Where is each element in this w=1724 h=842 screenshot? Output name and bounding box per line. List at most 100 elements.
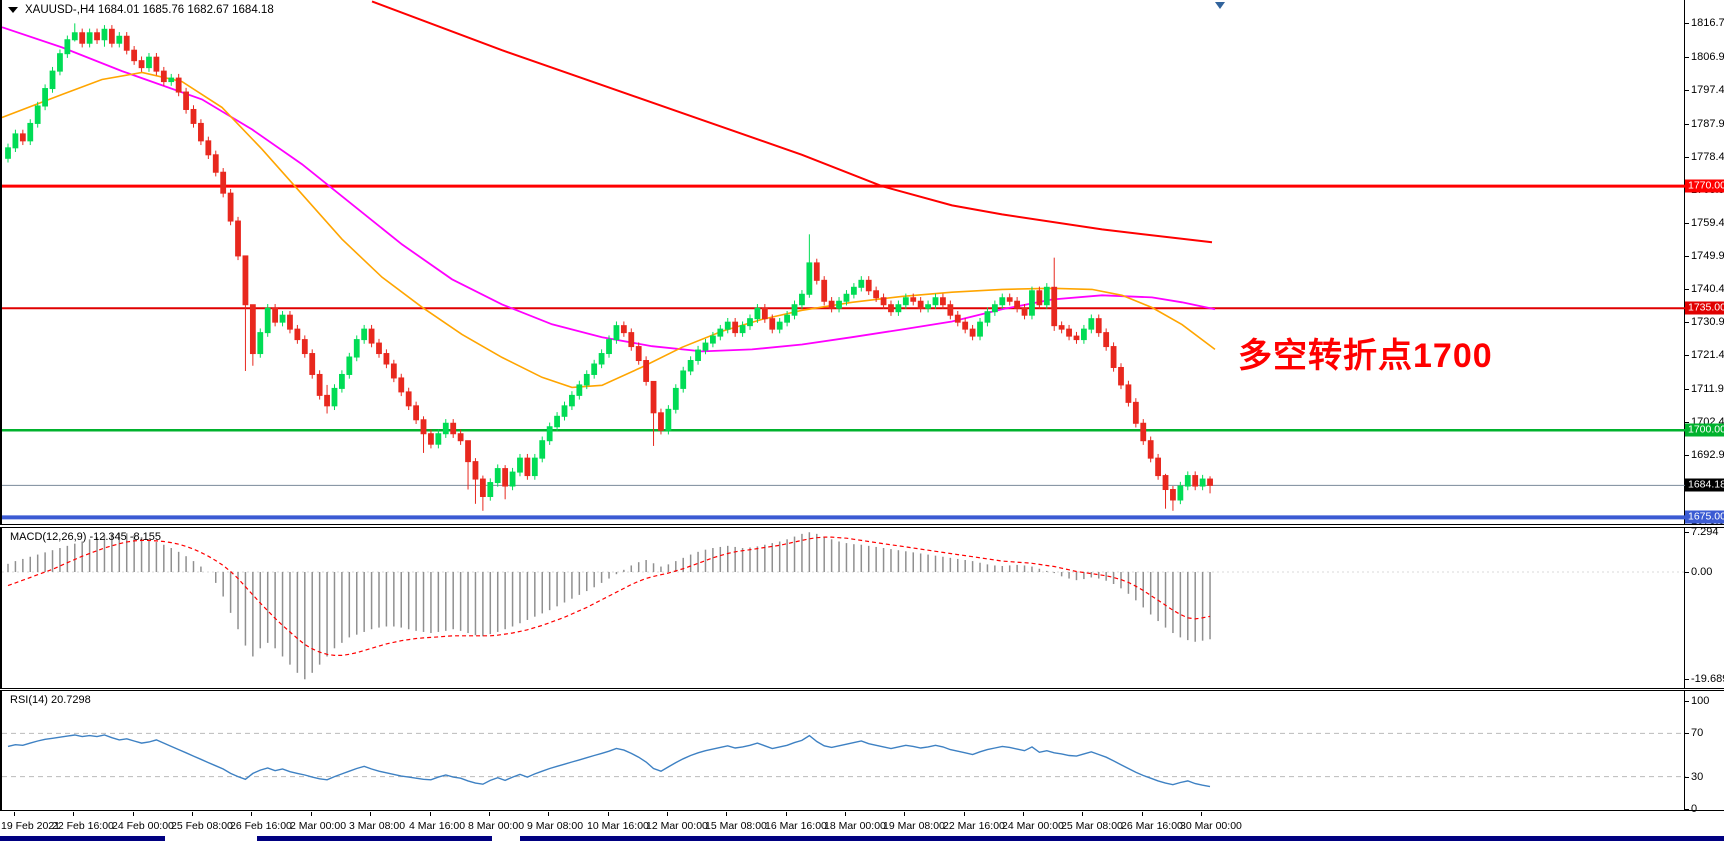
candle-body	[865, 279, 872, 292]
macd-tick	[1684, 572, 1689, 573]
main-plot-area[interactable]: XAUUSD-,H4 1684.01 1685.76 1682.67 1684.…	[0, 0, 1686, 524]
price-tick	[1684, 157, 1689, 158]
candle-body	[739, 325, 746, 334]
rsi-plot-area[interactable]: RSI(14) 20.7298	[0, 691, 1686, 810]
time-tick	[133, 812, 134, 816]
candle-body	[442, 422, 449, 435]
time-label: 24 Mar 00:00	[1002, 820, 1064, 832]
candle-body	[984, 311, 991, 323]
price-tick-label: 1740.45	[1691, 283, 1724, 295]
candle-body	[49, 70, 56, 90]
price-tick	[1684, 289, 1689, 290]
main-chart-panel: XAUUSD-,H4 1684.01 1685.76 1682.67 1684.…	[0, 0, 1724, 527]
price-tick	[1684, 355, 1689, 356]
candle-body	[672, 387, 679, 410]
price-tick-label: 1787.95	[1691, 118, 1724, 130]
candle-body	[658, 412, 664, 431]
rsi-chart[interactable]	[2, 691, 1686, 810]
candle-body	[1199, 478, 1206, 487]
time-tick	[1201, 812, 1202, 816]
ohlc-dropdown-icon[interactable]	[8, 7, 18, 13]
tab-strip-segment[interactable]	[257, 836, 492, 841]
candle-body	[353, 339, 360, 358]
candle-body	[198, 122, 204, 142]
time-tick	[370, 812, 371, 816]
time-tick	[430, 812, 431, 816]
candle-body	[836, 300, 842, 309]
candle-body	[339, 373, 345, 389]
chart-shift-marker-icon[interactable]	[1215, 2, 1225, 9]
price-tick	[1684, 256, 1689, 257]
candle-body	[287, 314, 293, 330]
candle-body	[435, 433, 442, 445]
rsi-line	[7, 734, 1211, 788]
candle-body	[168, 77, 175, 83]
price-tick	[1684, 322, 1689, 323]
candle-body	[205, 140, 212, 156]
candle-body	[71, 32, 78, 41]
candle-body	[249, 304, 256, 355]
rsi-tick	[1684, 701, 1689, 702]
candle-body	[628, 332, 635, 348]
candle-body	[316, 373, 323, 396]
macd-tick	[1684, 679, 1689, 680]
price-tick-label: 1797.45	[1691, 84, 1724, 96]
candle-body	[309, 353, 316, 375]
time-tick	[845, 812, 846, 816]
time-tick	[489, 812, 490, 816]
rsi-tick	[1684, 733, 1689, 734]
price-axis[interactable]: 1816.701806.951797.451787.951778.451768.…	[1684, 0, 1724, 527]
price-tick	[1684, 57, 1689, 58]
tab-strip-segment[interactable]	[0, 836, 165, 841]
time-tick	[964, 812, 965, 816]
candle-body	[472, 461, 479, 480]
candle-body	[220, 171, 227, 194]
chart-annotation-text: 多空转折点1700	[1238, 337, 1493, 375]
time-tick	[608, 812, 609, 816]
time-tick	[786, 812, 787, 816]
candle-body	[954, 314, 961, 323]
candle-body	[331, 387, 338, 407]
time-tick	[251, 812, 252, 816]
tab-strip-segment[interactable]	[520, 836, 1724, 841]
candle-body	[494, 468, 501, 484]
time-axis[interactable]: 19 Feb 2021 22 Feb 16:00 24 Feb 00:00 25 Fe…	[0, 812, 1724, 836]
time-label: 25 Feb 08:00	[171, 820, 233, 832]
candle-body	[160, 70, 167, 83]
candle-body	[917, 300, 924, 309]
candle-body	[925, 304, 931, 309]
price-tick-label: 1749.95	[1691, 250, 1724, 262]
macd-indicator-label: MACD(12,26,9) -12.345 -8.155	[10, 531, 162, 543]
candle-body	[1081, 328, 1087, 341]
time-tick	[311, 812, 312, 816]
candle-body	[880, 297, 887, 306]
candle-body	[101, 28, 108, 41]
candle-body	[34, 105, 41, 124]
time-label: 30 Mar 00:00	[1180, 820, 1242, 832]
rsi-panel: RSI(14) 20.7298 100 70 30 0	[0, 690, 1724, 815]
macd-chart[interactable]	[2, 528, 1686, 688]
candle-body	[1058, 325, 1065, 330]
candle-body	[940, 297, 946, 306]
rsi-axis[interactable]: 100 70 30 0	[1684, 691, 1724, 815]
macd-axis[interactable]: 7.294 0.00 -19.689	[1684, 526, 1724, 688]
rsi-tick-label: 100	[1691, 695, 1710, 707]
symbol-info[interactable]: XAUUSD-,H4 1684.01 1685.76 1682.67 1684.…	[8, 4, 274, 16]
price-tick	[1684, 223, 1689, 224]
time-tick	[14, 812, 15, 816]
price-tick-label: 1692.95	[1691, 449, 1724, 461]
price-tick-label: 1711.95	[1691, 383, 1724, 395]
candle-body	[190, 108, 197, 124]
candle-body	[479, 478, 486, 497]
time-label: 26 Feb 16:00	[230, 820, 292, 832]
candle-body	[569, 394, 575, 407]
candle-body	[27, 122, 34, 142]
candle-body	[242, 255, 249, 306]
candle-body	[524, 457, 531, 477]
candlestick-chart[interactable]	[2, 0, 1686, 524]
candle-body	[183, 91, 189, 110]
candle-body	[153, 56, 160, 72]
time-label: 24 Feb 00:00	[112, 820, 174, 832]
macd-plot-area[interactable]: MACD(12,26,9) -12.345 -8.155	[0, 528, 1686, 688]
